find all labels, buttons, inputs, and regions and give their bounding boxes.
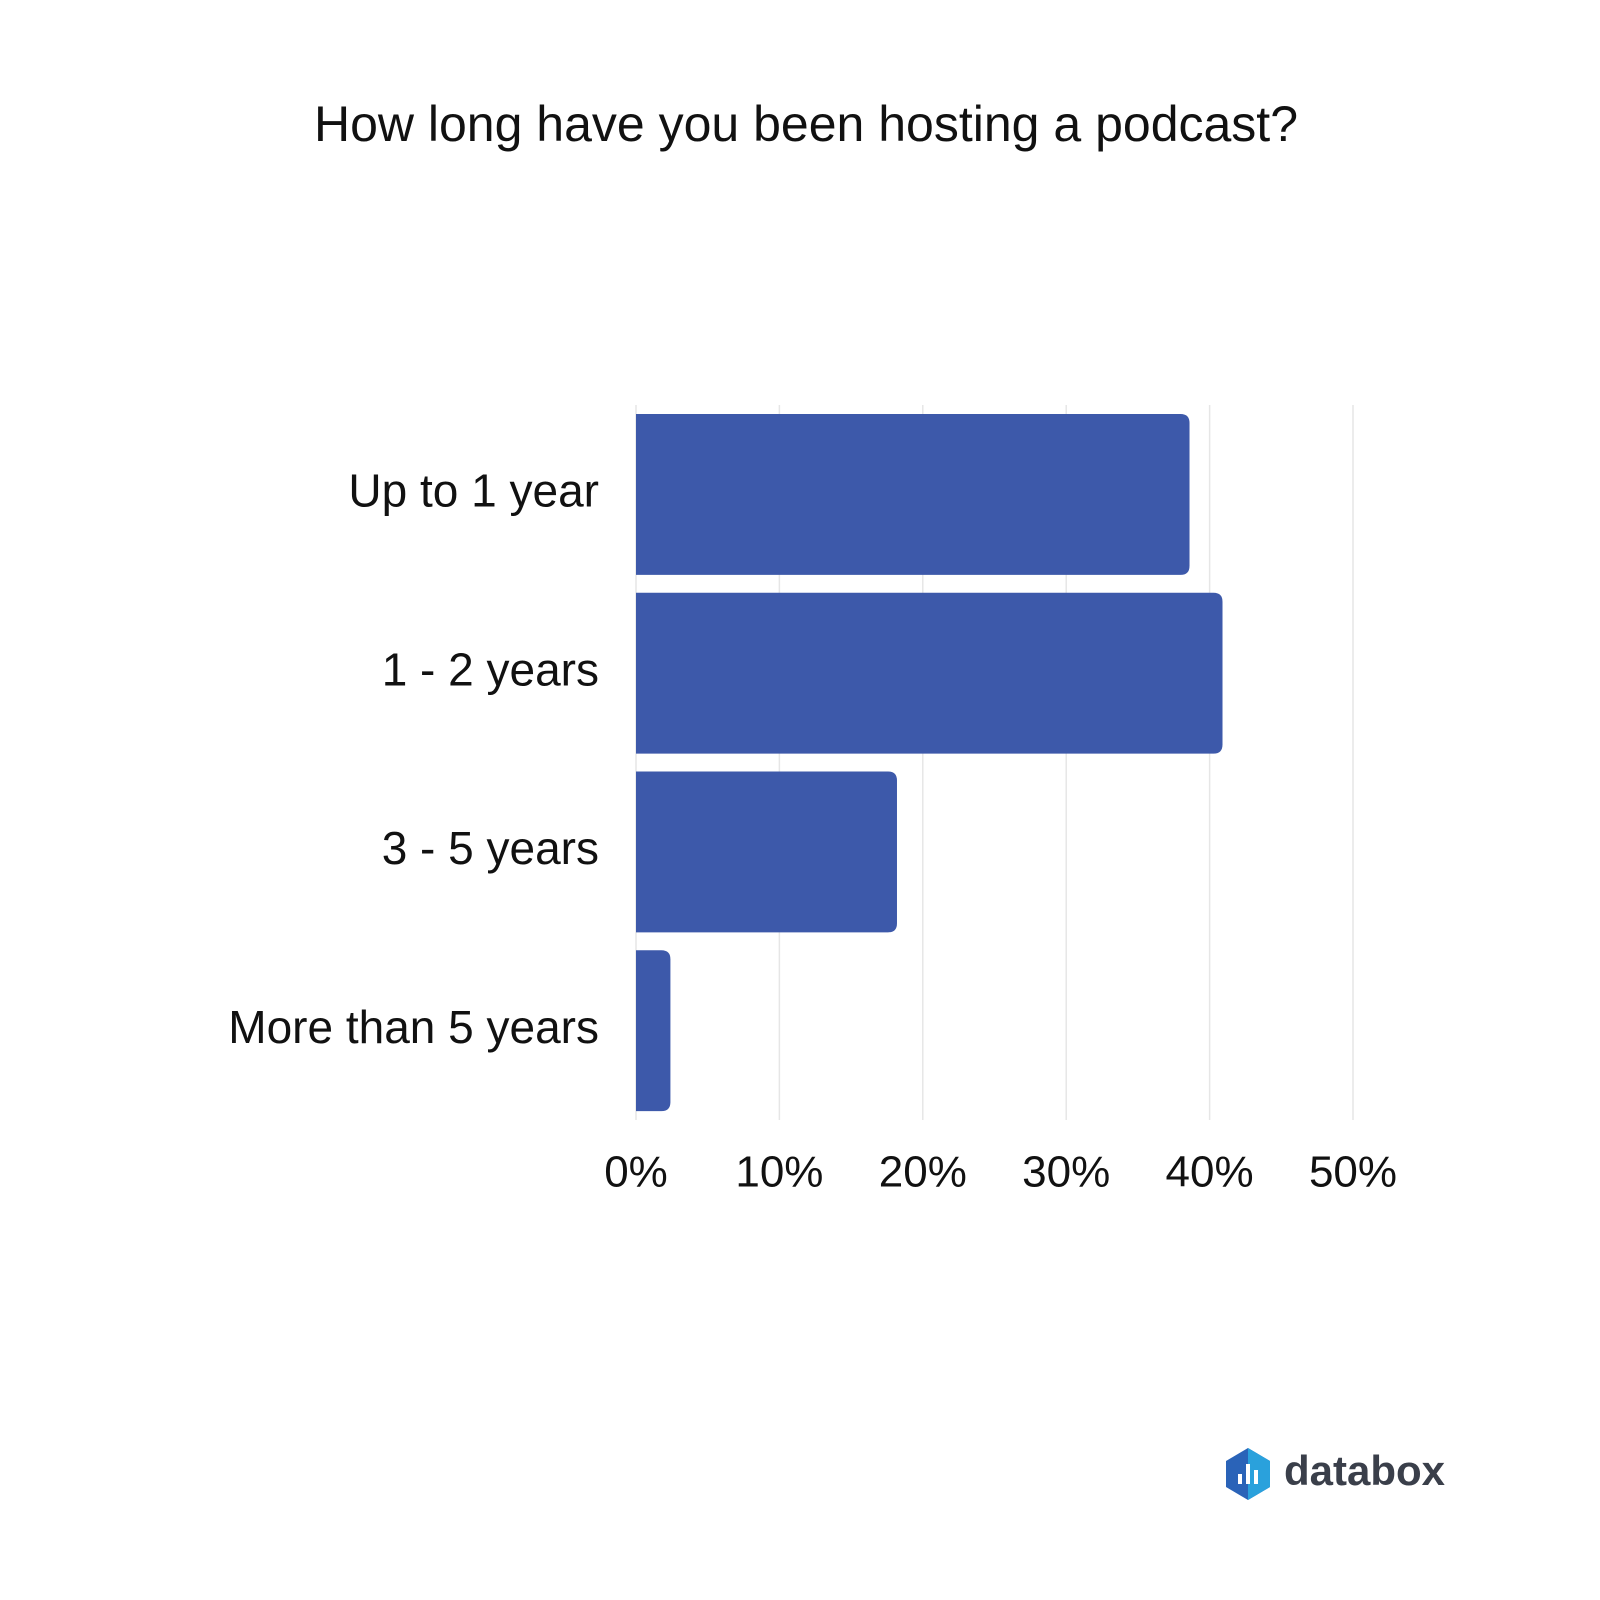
x-tick-label: 30% — [1022, 1148, 1110, 1197]
logo-icon-side — [1248, 1448, 1270, 1500]
x-tick-label: 50% — [1309, 1148, 1397, 1197]
logo-text: databox — [1284, 1447, 1446, 1494]
y-tick-label: 1 - 2 years — [382, 643, 599, 695]
logo-bar — [1254, 1470, 1258, 1484]
y-tick-label: More than 5 years — [228, 1001, 599, 1053]
x-tick-label: 10% — [735, 1148, 823, 1197]
x-tick-label: 20% — [879, 1148, 967, 1197]
bar — [636, 950, 671, 1112]
logo-bar — [1246, 1464, 1250, 1484]
x-tick-label: 0% — [604, 1148, 668, 1197]
bar — [636, 592, 1223, 754]
bar — [636, 413, 1190, 575]
y-tick-label: Up to 1 year — [348, 465, 599, 517]
logo — [1226, 1448, 1270, 1500]
y-tick-label: 3 - 5 years — [382, 822, 599, 874]
x-tick-label: 40% — [1166, 1148, 1254, 1197]
logo-bar — [1238, 1474, 1242, 1484]
bar — [636, 771, 897, 933]
chart-title: How long have you been hosting a podcast… — [314, 96, 1298, 152]
